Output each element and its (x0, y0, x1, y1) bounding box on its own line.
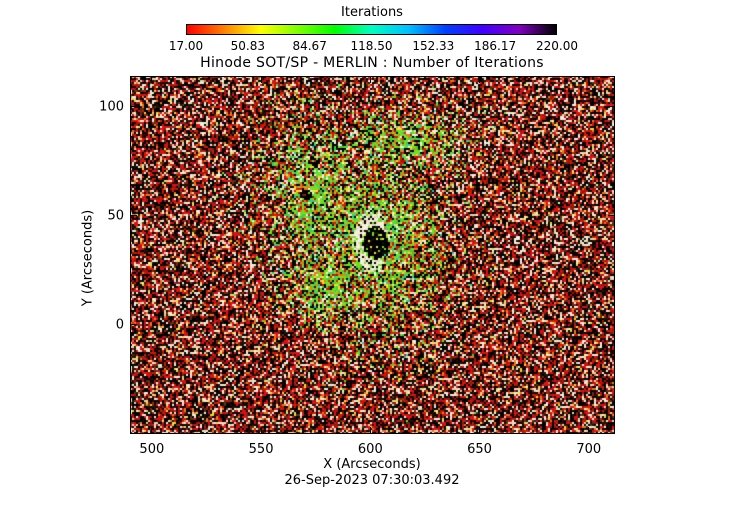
colorbar-tick-label: 50.83 (230, 39, 266, 53)
heatmap-image (130, 76, 615, 434)
y-tick-label: 0 (115, 317, 124, 333)
plot-title: Hinode SOT/SP - MERLIN : Number of Itera… (200, 55, 544, 71)
x-tick-mark (479, 76, 481, 83)
x-tick-mark (369, 427, 371, 434)
y-tick-mark (608, 106, 615, 108)
x-tick-mark (588, 76, 590, 83)
x-tick-label: 550 (248, 442, 274, 457)
colorbar-tick-label: 152.33 (412, 39, 455, 53)
x-tick-mark (260, 76, 262, 83)
x-tick-mark (588, 427, 590, 434)
y-axis-label: Y (Arcseconds) (80, 209, 96, 307)
colorbar (186, 24, 557, 35)
x-tick-mark (369, 76, 371, 83)
x-tick-label: 700 (576, 442, 602, 457)
x-tick-label: 600 (357, 442, 383, 457)
y-tick-label: 100 (99, 99, 124, 115)
colorbar-tick-label: 118.50 (350, 39, 393, 53)
timestamp: 26-Sep-2023 07:30:03.492 (284, 473, 460, 488)
y-tick-mark (608, 324, 615, 326)
x-tick-label: 500 (139, 442, 165, 457)
x-axis-label: X (Arcseconds) (323, 457, 421, 472)
x-tick-label: 650 (467, 442, 492, 457)
x-tick-mark (260, 427, 262, 434)
x-tick-mark (151, 427, 153, 434)
colorbar-tick-label: 186.17 (474, 39, 517, 53)
colorbar-tick-label: 84.67 (292, 39, 327, 53)
x-tick-mark (479, 427, 481, 434)
y-tick-mark (130, 106, 137, 108)
y-tick-mark (130, 215, 137, 217)
y-tick-mark (130, 324, 137, 326)
y-tick-mark (608, 215, 615, 217)
colorbar-tick-label: 17.00 (168, 39, 204, 53)
colorbar-title: Iterations (341, 5, 403, 20)
y-tick-label: 50 (107, 208, 124, 224)
colorbar-tick-label: 220.00 (536, 39, 578, 53)
x-tick-mark (151, 76, 153, 83)
